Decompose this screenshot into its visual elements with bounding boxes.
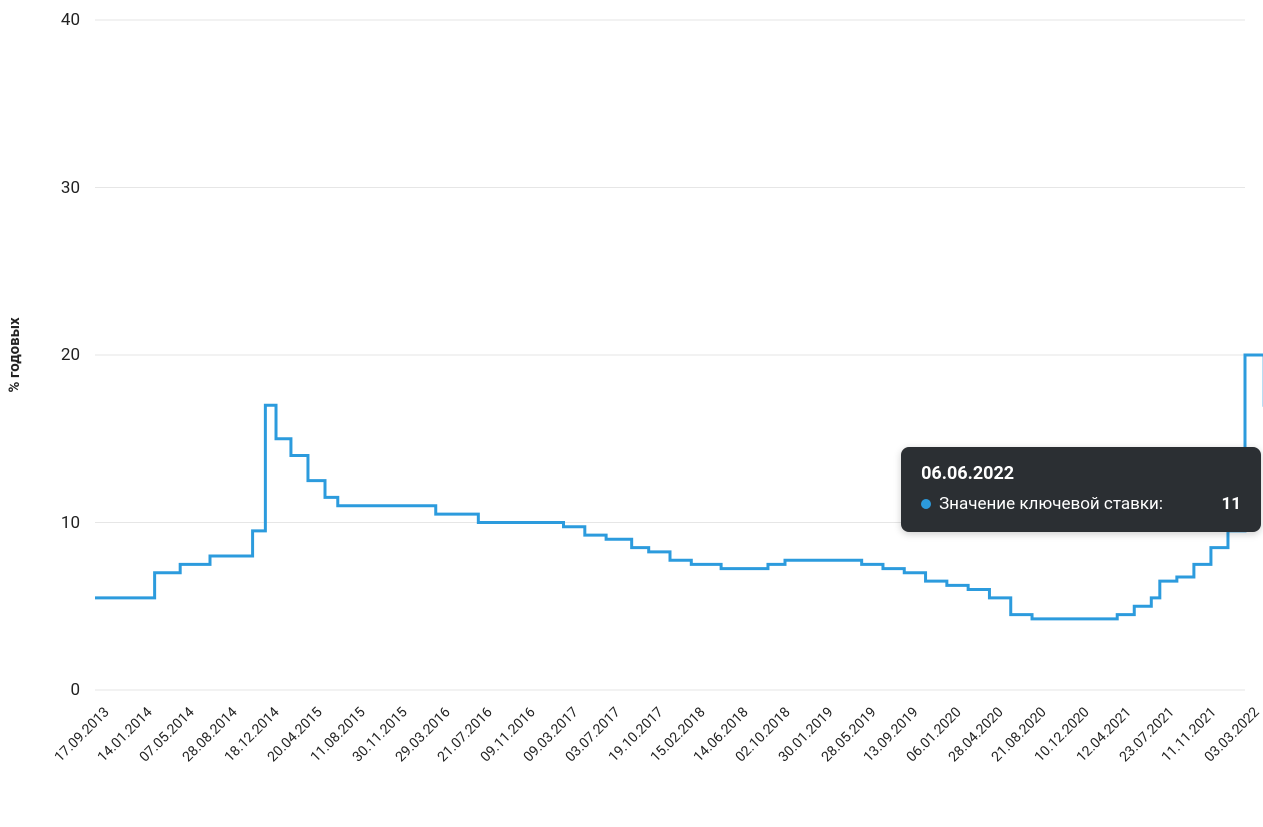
tooltip-series-dot (921, 499, 931, 509)
tooltip-series-label: Значение ключевой ставки: (939, 494, 1213, 514)
tooltip: 06.06.2022 Значение ключевой ставки: 11 (901, 447, 1261, 532)
plot-area[interactable] (0, 0, 1263, 827)
key-rate-chart: % годовых 010203040 17.09.201314.01.2014… (0, 0, 1263, 827)
tooltip-value: 11 (1222, 494, 1242, 514)
tooltip-date: 06.06.2022 (921, 463, 1241, 484)
tooltip-row: Значение ключевой ставки: 11 (921, 494, 1241, 514)
